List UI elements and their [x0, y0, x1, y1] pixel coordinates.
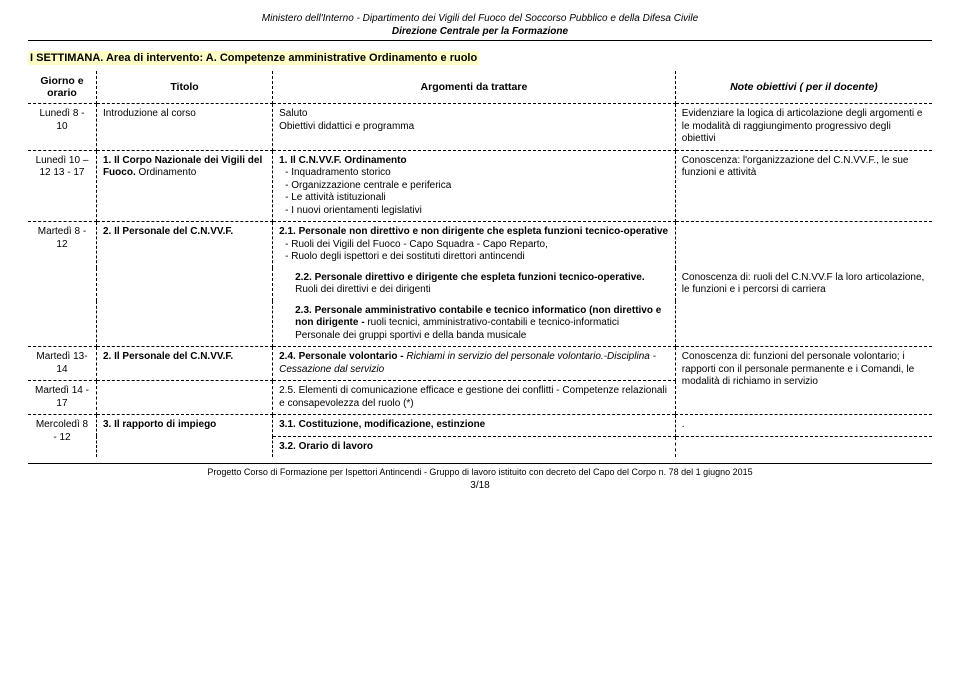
table-row: Mercoledì 8 - 12 3. Il rapporto di impie…	[28, 415, 932, 437]
cell-title: Introduzione al corso	[96, 104, 272, 151]
list-item: Organizzazione centrale e periferica	[297, 180, 669, 193]
header-line1: Ministero dell'Interno - Dipartimento de…	[262, 13, 698, 24]
arg-head: 2.2. Personale direttivo e dirigente che…	[295, 272, 645, 283]
header-rule	[28, 40, 932, 41]
arg-head: 1. Il C.N.VV.F. Ordinamento	[279, 155, 406, 166]
cell-args: 2.1. Personale non direttivo e non dirig…	[273, 222, 676, 268]
cell-title: 2. Il Personale del C.N.VV.F.	[96, 347, 272, 381]
table-row: 2.2. Personale direttivo e dirigente che…	[28, 268, 932, 301]
arg-list: Inquadramento storico Organizzazione cen…	[279, 167, 669, 217]
list-item: Ruolo degli ispettori e dei sostituti di…	[297, 251, 669, 264]
cell-note-empty	[675, 301, 932, 347]
cell-title: 1. Il Corpo Nazionale dei Vigili del Fuo…	[96, 150, 272, 222]
doc-header: Ministero dell'Interno - Dipartimento de…	[28, 12, 932, 38]
col-head-notes: Note obiettivi ( per il docente)	[675, 71, 932, 104]
arg-tail: Ruoli dei direttivi e dei dirigenti	[295, 284, 431, 295]
cell-args: 2.5. Elementi di comunicazione efficace …	[273, 381, 676, 415]
cell-args: 3.1. Costituzione, modificazione, estinz…	[273, 415, 676, 437]
table-row: 2.3. Personale amministrativo contabile …	[28, 301, 932, 347]
table-row: Martedì 13-14 2. Il Personale del C.N.VV…	[28, 347, 932, 381]
cell-day: Mercoledì 8 - 12	[28, 415, 96, 458]
cell-note-empty	[675, 436, 932, 457]
cell-args: 2.2. Personale direttivo e dirigente che…	[273, 268, 676, 301]
cell-day: Lunedì 10 – 12 13 - 17	[28, 150, 96, 222]
arg-tail2: Personale dei gruppi sportivi e della ba…	[295, 330, 526, 341]
arg-tail: ruoli tecnici, amministrativo-contabili …	[367, 317, 619, 328]
arg-head: 2.4. Personale volontario -	[279, 351, 406, 362]
arg-line: Saluto	[279, 108, 307, 119]
cell-day: Martedì 14 - 17	[28, 381, 96, 415]
cell-args: 1. Il C.N.VV.F. Ordinamento Inquadrament…	[273, 150, 676, 222]
table-row: Martedì 8 - 12 2. Il Personale del C.N.V…	[28, 222, 932, 268]
cell-note: Conoscenza di: ruoli del C.N.VV.F la lor…	[675, 268, 932, 301]
cell-args: Saluto Obiettivi didattici e programma	[273, 104, 676, 151]
table-row: Lunedì 10 – 12 13 - 17 1. Il Corpo Nazio…	[28, 150, 932, 222]
cell-title: 2. Il Personale del C.N.VV.F.	[96, 222, 272, 268]
header-line2: Direzione Centrale per la Formazione	[392, 26, 568, 37]
cell-day: Lunedì 8 - 10	[28, 104, 96, 151]
footer-text: Progetto Corso di Formazione per Ispetto…	[28, 463, 932, 477]
cell-args: 2.4. Personale volontario - Richiami in …	[273, 347, 676, 381]
table-header-row: Giorno e orario Titolo Argomenti da trat…	[28, 71, 932, 104]
arg-block: 2.2. Personale direttivo e dirigente che…	[279, 272, 669, 297]
arg-block: 2.3. Personale amministrativo contabile …	[279, 305, 669, 343]
title-plain: Ordinamento	[139, 167, 197, 178]
list-item: I nuovi orientamenti legislativi	[297, 205, 669, 218]
cell-note: Conoscenza: l'organizzazione del C.N.VV.…	[675, 150, 932, 222]
col-head-day: Giorno e orario	[28, 71, 96, 104]
arg-list: Ruoli dei Vigili del Fuoco - Capo Squadr…	[279, 239, 669, 264]
cell-day-empty	[28, 301, 96, 347]
schedule-table: Giorno e orario Titolo Argomenti da trat…	[28, 71, 932, 457]
cell-args: 2.3. Personale amministrativo contabile …	[273, 301, 676, 347]
cell-note: Conoscenza di: funzioni del personale vo…	[675, 347, 932, 415]
arg-head: 2.1. Personale non direttivo e non dirig…	[279, 226, 668, 237]
cell-title-empty	[96, 381, 272, 415]
section-title: I SETTIMANA. Area di intervento: A. Comp…	[28, 51, 479, 65]
cell-day: Martedì 13-14	[28, 347, 96, 381]
cell-day-empty	[28, 268, 96, 301]
cell-note: .	[675, 415, 932, 437]
col-head-title: Titolo	[96, 71, 272, 104]
cell-title: 3. Il rapporto di impiego	[96, 415, 272, 458]
col-head-args: Argomenti da trattare	[273, 71, 676, 104]
cell-day: Martedì 8 - 12	[28, 222, 96, 268]
list-item: Inquadramento storico	[297, 167, 669, 180]
arg-line: Obiettivi didattici e programma	[279, 121, 414, 132]
cell-title-empty	[96, 268, 272, 301]
list-item: Ruoli dei Vigili del Fuoco - Capo Squadr…	[297, 239, 669, 252]
list-item: Le attività istituzionali	[297, 192, 669, 205]
cell-title-empty	[96, 301, 272, 347]
cell-args: 3.2. Orario di lavoro	[273, 436, 676, 457]
page-number: 3/18	[28, 480, 932, 491]
cell-note: Evidenziare la logica di articolazione d…	[675, 104, 932, 151]
table-row: Lunedì 8 - 10 Introduzione al corso Salu…	[28, 104, 932, 151]
page-current: 3/18	[470, 480, 489, 491]
cell-note	[675, 222, 932, 268]
